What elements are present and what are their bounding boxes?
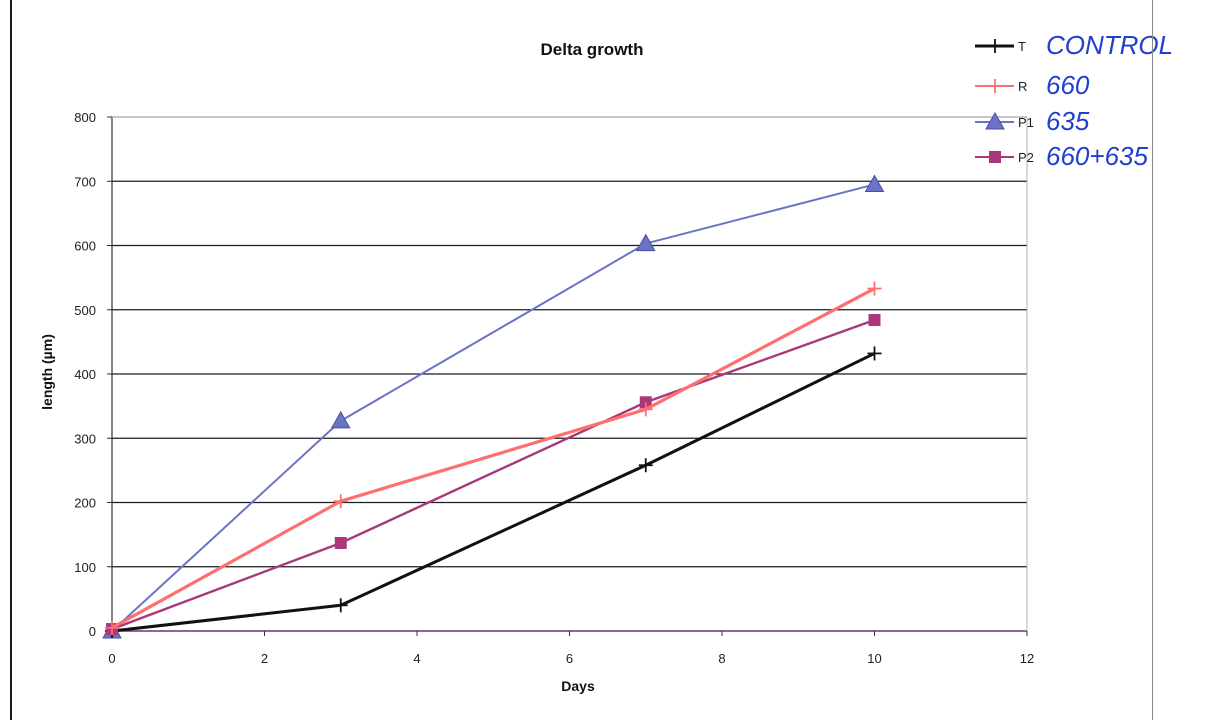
data-point-R-1 — [333, 494, 348, 509]
chart-title: Delta growth — [541, 40, 644, 59]
y-tick-label: 300 — [74, 431, 96, 446]
data-point-R-2 — [638, 402, 653, 417]
x-tick-label: 12 — [1020, 651, 1034, 666]
data-point-P1-1 — [330, 410, 351, 429]
legend-marker-R — [988, 79, 1002, 93]
series-line-P2 — [111, 318, 875, 631]
scan-edge-right — [1152, 0, 1153, 720]
handwritten-annotation-R: 660 — [1046, 70, 1090, 100]
legend-marker-P1 — [985, 111, 1005, 130]
legend: T CONTROL R 660 P1 635 P2 660+635 — [975, 30, 1173, 171]
legend-marker-P2 — [989, 151, 1001, 163]
legend-label-P2: P2 — [1018, 150, 1034, 165]
data-point-P2-1 — [334, 536, 347, 549]
legend-label-R: R — [1018, 79, 1027, 94]
axes: 0 100 200 300 400 500 600 700 800 0 2 4 6 8 10 12 — [74, 110, 1034, 666]
x-tick-label: 6 — [566, 651, 573, 666]
y-tick-label: 600 — [74, 239, 96, 254]
data-point-T-3 — [867, 346, 882, 361]
y-tick-label: 0 — [89, 624, 96, 639]
handwritten-annotation-P1: 635 — [1046, 106, 1090, 136]
series-line-T — [111, 352, 876, 633]
y-tick-label: 100 — [74, 560, 96, 575]
series-line-P1 — [111, 183, 875, 632]
legend-label-T: T — [1018, 39, 1026, 54]
handwritten-annotation-T: CONTROL — [1046, 30, 1173, 60]
data-point-P2-3 — [868, 314, 881, 327]
y-axis-label: length (µm) — [39, 334, 55, 410]
x-tick-label: 10 — [867, 651, 881, 666]
scan-edge-left — [10, 0, 12, 720]
data-point-R-0 — [105, 620, 119, 635]
x-tick-label: 4 — [413, 651, 420, 666]
y-tick-label: 200 — [74, 496, 96, 511]
y-tick-label: 800 — [74, 110, 96, 125]
y-tick-label: 400 — [74, 367, 96, 382]
x-axis-label: Days — [561, 678, 595, 694]
y-tick-label: 500 — [74, 303, 96, 318]
legend-label-P1: P1 — [1018, 115, 1034, 130]
data-point-T-1 — [333, 598, 348, 613]
legend-marker-T — [988, 39, 1002, 53]
series-line-R — [111, 287, 876, 630]
y-tick-label: 700 — [74, 174, 96, 189]
x-tick-label: 2 — [261, 651, 268, 666]
x-tick-label: 0 — [108, 651, 115, 666]
handwritten-annotation-P2: 660+635 — [1046, 141, 1148, 171]
x-tick-label: 8 — [718, 651, 725, 666]
data-point-P2-2 — [639, 396, 652, 409]
data-point-T-2 — [638, 458, 653, 473]
data-point-R-3 — [867, 281, 882, 296]
data-point-P1-2 — [635, 233, 656, 252]
data-series — [102, 174, 885, 639]
data-point-P1-3 — [864, 174, 885, 192]
